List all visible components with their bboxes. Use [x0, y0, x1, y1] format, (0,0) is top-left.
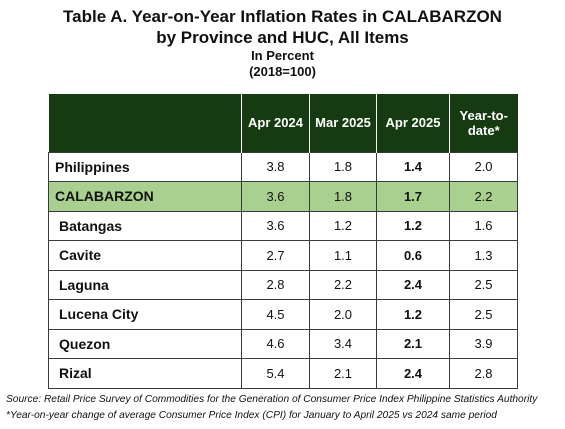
- table-row: Laguna 2.8 2.2 2.4 2.5: [48, 269, 518, 300]
- value-apr-2025: 1.7: [376, 181, 450, 212]
- table-row: Cavite 2.7 1.1 0.6 1.3: [48, 240, 518, 271]
- value-apr-2024: 4.5: [241, 299, 310, 330]
- value-apr-2024: 4.6: [241, 328, 310, 359]
- header-cell-apr-2024: Apr 2024: [241, 94, 310, 152]
- row-label: Lucena City: [48, 299, 242, 330]
- value-year-to-date: 1.3: [449, 240, 518, 271]
- row-label: Philippines: [48, 151, 242, 182]
- source-note: Source: Retail Price Survey of Commoditi…: [6, 394, 538, 405]
- value-mar-2025: 1.8: [309, 181, 377, 212]
- value-apr-2025: 0.6: [376, 240, 450, 271]
- value-apr-2024: 3.6: [241, 210, 310, 241]
- value-mar-2025: 2.0: [309, 299, 377, 330]
- row-label: Rizal: [48, 358, 242, 389]
- header-cell-year-to-date: Year-to-date*: [449, 94, 518, 152]
- row-label: CALABARZON: [48, 181, 242, 212]
- row-label: Batangas: [48, 210, 242, 241]
- value-apr-2025: 2.4: [376, 269, 450, 300]
- header-cell-mar-2025: Mar 2025: [309, 94, 377, 152]
- table-title: Table A. Year-on-Year Inflation Rates in…: [0, 6, 565, 48]
- base-year-label: (2018=100): [249, 64, 316, 79]
- table-row: Lucena City 4.5 2.0 1.2 2.5: [48, 299, 518, 330]
- value-apr-2025: 1.4: [376, 151, 450, 182]
- ytd-note: *Year-on-year change of average Consumer…: [6, 410, 497, 421]
- value-apr-2025: 2.4: [376, 358, 450, 389]
- header-row: Apr 2024 Mar 2025 Apr 2025 Year-to-date*: [48, 94, 518, 152]
- header-cell-apr-2025: Apr 2025: [376, 94, 450, 152]
- value-year-to-date: 2.0: [449, 151, 518, 182]
- table-row: Philippines 3.8 1.8 1.4 2.0: [48, 151, 518, 182]
- title-line-1: Table A. Year-on-Year Inflation Rates in…: [63, 7, 502, 26]
- value-mar-2025: 3.4: [309, 328, 377, 359]
- value-apr-2024: 2.7: [241, 240, 310, 271]
- value-apr-2025: 2.1: [376, 328, 450, 359]
- value-year-to-date: 2.5: [449, 269, 518, 300]
- value-year-to-date: 2.2: [449, 181, 518, 212]
- value-apr-2024: 3.6: [241, 181, 310, 212]
- table-row: CALABARZON 3.6 1.8 1.7 2.2: [48, 181, 518, 212]
- unit-label: In Percent: [251, 48, 314, 63]
- value-mar-2025: 2.2: [309, 269, 377, 300]
- value-mar-2025: 1.1: [309, 240, 377, 271]
- footnotes: Source: Retail Price Survey of Commoditi…: [6, 392, 537, 424]
- value-mar-2025: 1.8: [309, 151, 377, 182]
- table-row: Quezon 4.6 3.4 2.1 3.9: [48, 328, 518, 359]
- value-mar-2025: 2.1: [309, 358, 377, 389]
- value-apr-2024: 5.4: [241, 358, 310, 389]
- value-apr-2025: 1.2: [376, 299, 450, 330]
- inflation-table: Apr 2024 Mar 2025 Apr 2025 Year-to-date*…: [48, 94, 518, 389]
- value-mar-2025: 1.2: [309, 210, 377, 241]
- row-label: Cavite: [48, 240, 242, 271]
- table-row: Batangas 3.6 1.2 1.2 1.6: [48, 210, 518, 241]
- value-apr-2024: 3.8: [241, 151, 310, 182]
- row-label: Laguna: [48, 269, 242, 300]
- value-year-to-date: 1.6: [449, 210, 518, 241]
- table-row: Rizal 5.4 2.1 2.4 2.8: [48, 358, 518, 389]
- row-label: Quezon: [48, 328, 242, 359]
- value-year-to-date: 3.9: [449, 328, 518, 359]
- value-apr-2024: 2.8: [241, 269, 310, 300]
- title-line-2: by Province and HUC, All Items: [156, 28, 409, 47]
- value-year-to-date: 2.5: [449, 299, 518, 330]
- header-cell-area: [48, 94, 242, 152]
- value-apr-2025: 1.2: [376, 210, 450, 241]
- value-year-to-date: 2.8: [449, 358, 518, 389]
